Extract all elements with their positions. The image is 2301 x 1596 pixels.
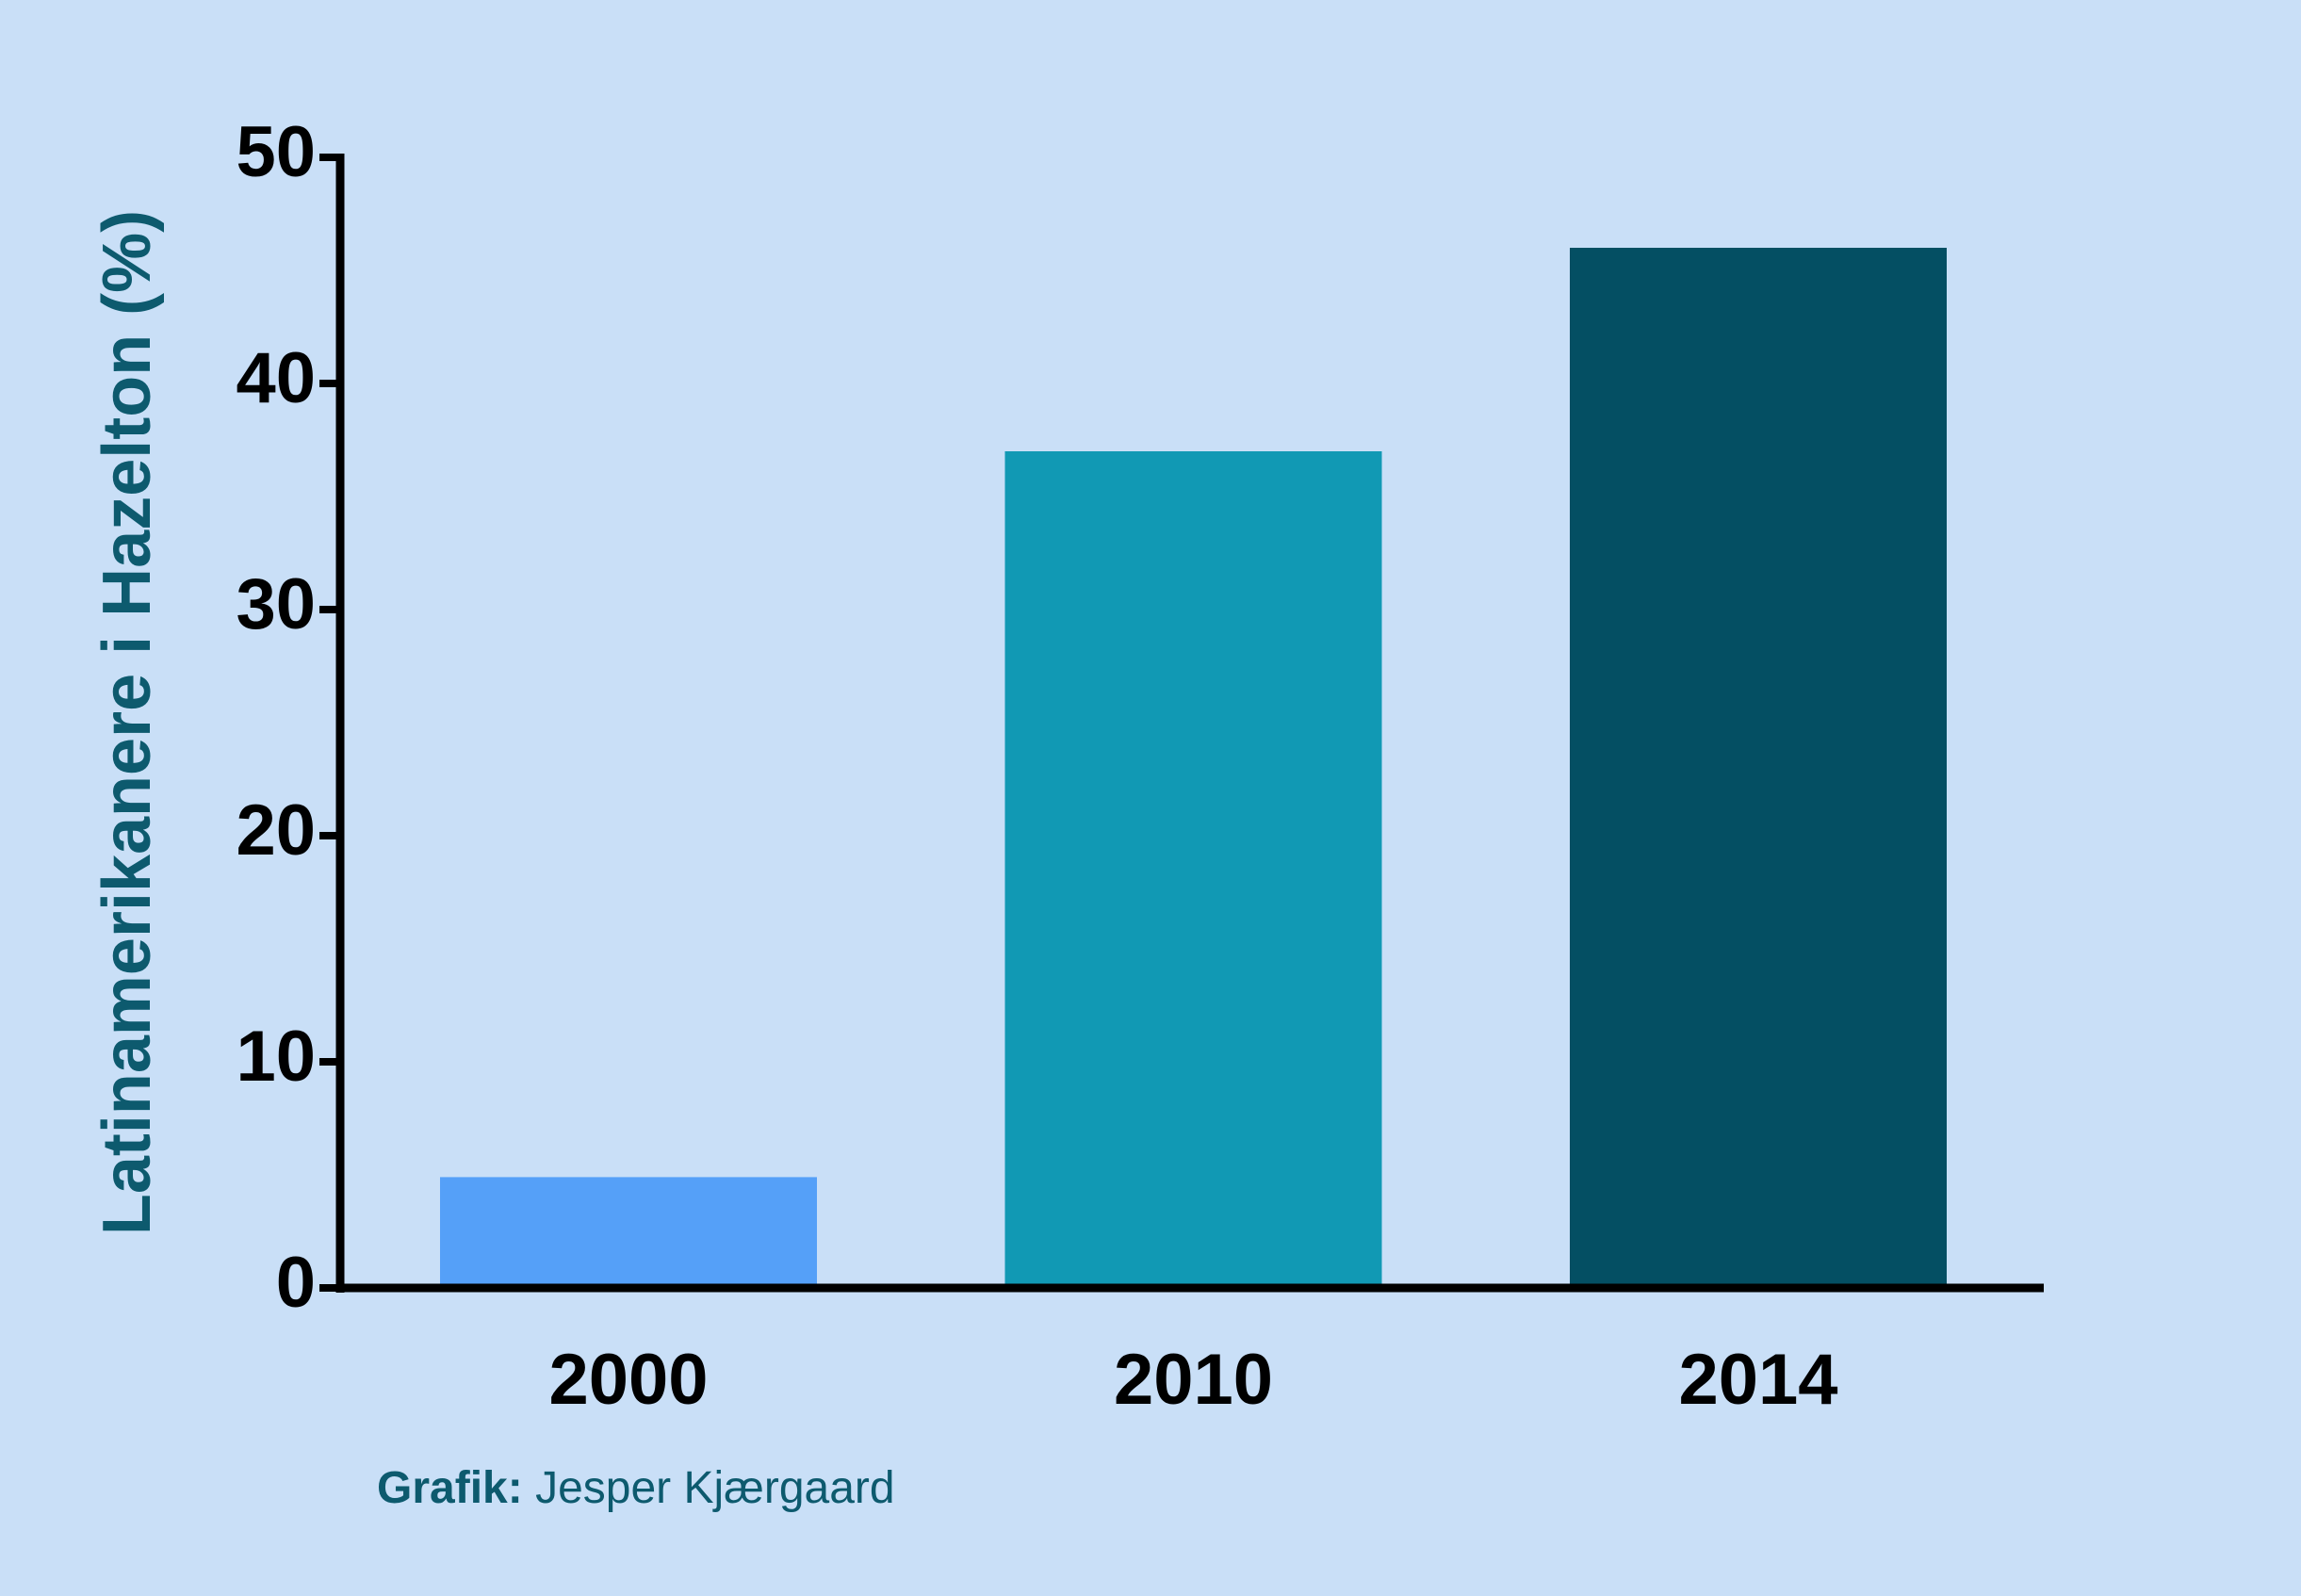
y-tick-label: 50 [236,112,316,192]
x-tick-label: 2014 [1678,1340,1837,1420]
bar [1570,248,1947,1288]
bar [1004,451,1382,1288]
y-tick-label: 10 [236,1017,316,1097]
y-tick-label: 20 [236,790,316,871]
credit-name: Jesper Kjærgaard [535,1463,895,1513]
y-tick-label: 40 [236,338,316,418]
y-axis-label: Latinamerikanere i Hazelton (%) [90,210,165,1235]
x-tick-label: 2000 [548,1340,708,1420]
y-tick-label: 30 [236,564,316,644]
credit: Grafik: Jesper Kjærgaard [377,1463,895,1513]
x-tick-label: 2010 [1114,1340,1273,1420]
y-tick-label: 0 [276,1243,316,1323]
credit-label: Grafik: [377,1463,523,1513]
bar [440,1177,817,1288]
